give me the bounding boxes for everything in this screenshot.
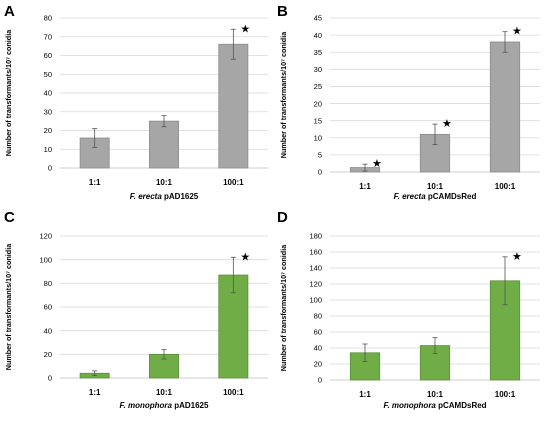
- panel-b: B 0 5 10 15 20 25 30 35 40 45 Number of transforman…: [277, 3, 540, 201]
- y-tick-label: 70: [44, 32, 52, 41]
- significance-star: ★: [240, 23, 250, 35]
- x-tick-label: 1:1: [359, 390, 371, 399]
- x-tick-label: 10:1: [427, 182, 444, 191]
- y-tick-label: 0: [318, 168, 322, 177]
- y-tick-label: 40: [314, 344, 322, 353]
- x-tick-label: 10:1: [156, 388, 173, 397]
- bar: [149, 120, 179, 169]
- x-axis-label-plasmid: pAD1625: [162, 192, 199, 201]
- x-tick-label: 100:1: [223, 388, 244, 397]
- x-axis-label-plasmid: pAD1625: [172, 401, 209, 410]
- y-axis-label: Number of transformants/10⁷ conidia: [4, 243, 13, 370]
- y-tick-label: 40: [314, 31, 322, 40]
- y-tick-label: 40: [44, 89, 52, 98]
- y-tick-label: 20: [314, 360, 322, 369]
- y-tick-label: 10: [44, 145, 52, 154]
- y-tick-label: 20: [314, 99, 322, 108]
- x-axis-label-species: F. erecta: [394, 192, 427, 201]
- y-tick-label: 30: [44, 107, 52, 116]
- x-tick-label: 100:1: [495, 390, 516, 399]
- x-tick-label: 1:1: [89, 178, 101, 187]
- x-axis-label: F. monophora pCAMDsRed: [383, 401, 486, 410]
- panel-label: B: [277, 3, 288, 20]
- x-axis-label-plasmid: pCAMDsRed: [426, 192, 477, 201]
- significance-star: ★: [512, 251, 522, 263]
- x-axis-label-species: F. monophora: [383, 401, 436, 410]
- y-tick-label: 0: [318, 376, 322, 385]
- y-tick-label: 140: [309, 264, 322, 273]
- y-tick-label: 35: [314, 48, 322, 57]
- x-axis-label-species: F. monophora: [120, 401, 173, 410]
- y-tick-label: 20: [44, 350, 52, 359]
- x-tick-label: 1:1: [89, 388, 101, 397]
- bar: [218, 43, 249, 169]
- y-tick-label: 60: [314, 328, 322, 337]
- y-tick-label: 80: [314, 312, 322, 321]
- y-tick-label: 40: [44, 326, 52, 335]
- panel-label: D: [277, 209, 288, 226]
- x-axis-label: F. erecta pCAMDsRed: [394, 192, 477, 201]
- y-tick-label: 60: [44, 51, 52, 60]
- y-tick-label: 80: [44, 279, 52, 288]
- significance-star: ★: [512, 26, 522, 38]
- panel-d: D 0 20 40 60 80 100 120 140 160 180 Number of trans…: [277, 209, 540, 410]
- y-tick-label: 80: [44, 14, 52, 23]
- y-tick-label: 45: [314, 14, 322, 23]
- y-tick-label: 20: [44, 126, 52, 135]
- y-tick-label: 60: [44, 303, 52, 312]
- y-tick-label: 50: [44, 70, 52, 79]
- y-axis-label: Number of transformants/10⁷ conidia: [4, 29, 13, 156]
- y-tick-label: 10: [314, 133, 322, 142]
- x-tick-label: 10:1: [427, 390, 444, 399]
- significance-star: ★: [240, 251, 250, 263]
- x-axis-label: F. monophora pAD1625: [120, 401, 209, 410]
- x-axis-label: F. erecta pAD1625: [130, 192, 199, 201]
- x-tick-label: 1:1: [359, 182, 371, 191]
- y-axis-label: Number of transformants/10⁷ conidia: [279, 244, 288, 371]
- y-tick-label: 0: [48, 164, 52, 173]
- x-tick-label: 100:1: [495, 182, 516, 191]
- significance-star: ★: [372, 158, 382, 170]
- y-tick-label: 15: [314, 116, 322, 125]
- y-tick-label: 120: [39, 232, 52, 241]
- y-tick-label: 0: [48, 374, 52, 383]
- y-axis-label: Number of transformants/10⁷ conidia: [279, 31, 288, 158]
- y-tick-label: 100: [309, 296, 322, 305]
- significance-star: ★: [442, 118, 452, 130]
- y-tick-label: 160: [309, 248, 322, 257]
- bar: [489, 41, 521, 173]
- x-tick-label: 100:1: [223, 178, 244, 187]
- y-tick-label: 120: [309, 280, 322, 289]
- y-tick-label: 100: [39, 255, 52, 264]
- y-tick-label: 5: [318, 151, 322, 160]
- x-axis-label-species: F. erecta: [130, 192, 163, 201]
- panel-label: A: [4, 3, 15, 20]
- y-tick-label: 180: [309, 232, 322, 241]
- x-axis-label-plasmid: pCAMDsRed: [436, 401, 487, 410]
- y-tick-label: 30: [314, 65, 322, 74]
- panel-a: A 0 10 20 30 40 50 60 70 80 Number of transformant…: [4, 3, 268, 201]
- y-tick-label: 25: [314, 82, 322, 91]
- panel-label: C: [4, 209, 15, 226]
- panel-c: C 0 20 40 60 80 100 120 Number of transformants/…: [4, 209, 268, 410]
- x-tick-label: 10:1: [156, 178, 173, 187]
